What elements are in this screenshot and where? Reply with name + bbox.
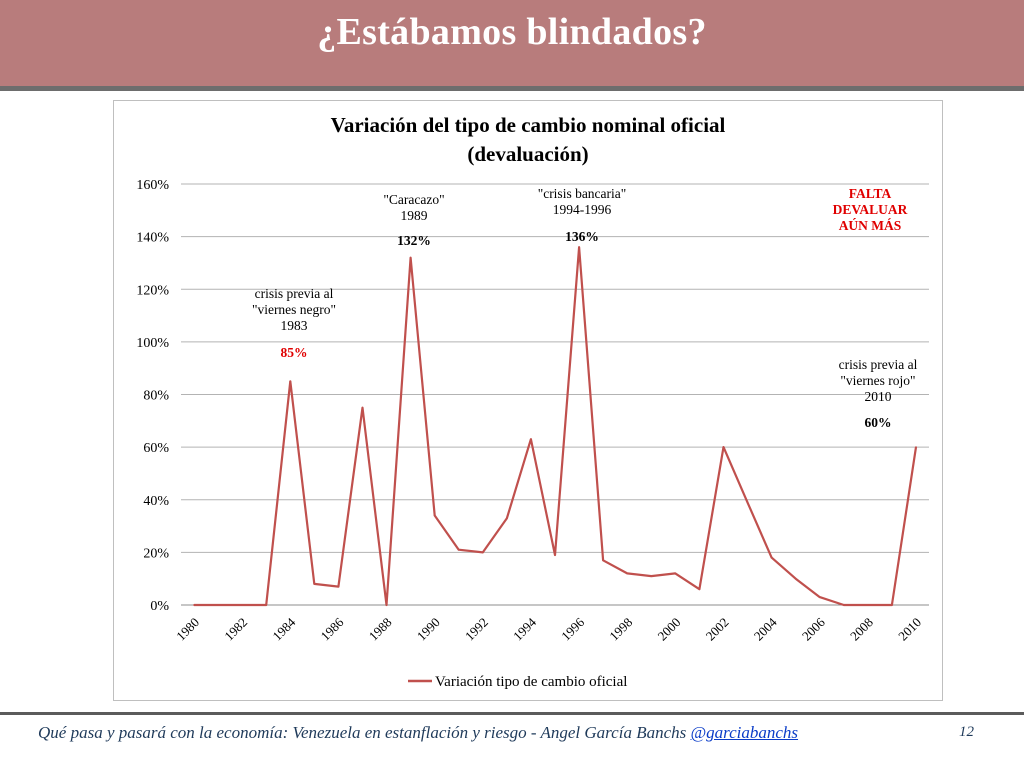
data-point	[794, 577, 797, 580]
annotation-label: 1989	[401, 208, 428, 223]
annotation-value: 136%	[565, 229, 599, 244]
footer-handle-link[interactable]: @garciabanchs	[690, 723, 799, 742]
x-tick-label: 1990	[414, 615, 443, 644]
annotation-label: crisis previa al	[255, 286, 334, 301]
line-chart: Variación del tipo de cambio nominal ofi…	[136, 113, 929, 690]
annotation-label: crisis previa al	[839, 357, 918, 372]
annotation-value: 60%	[865, 415, 892, 430]
annotation-value: 85%	[281, 345, 308, 360]
footer-text: Qué pasa y pasará con la economía: Venez…	[38, 723, 691, 742]
x-tick-label: 2006	[799, 614, 828, 643]
footer: Qué pasa y pasará con la economía: Venez…	[38, 723, 798, 743]
data-point	[505, 517, 508, 520]
annotation-label: DEVALUAR	[833, 202, 908, 217]
x-tick-label: 1994	[510, 614, 539, 643]
slide-header	[0, 0, 1024, 86]
x-tick-label: 1986	[318, 614, 347, 643]
data-point	[602, 559, 605, 562]
data-point	[698, 588, 701, 591]
y-tick-label: 0%	[150, 599, 169, 614]
data-point	[217, 604, 219, 606]
x-tick-label: 1996	[558, 614, 587, 643]
data-point	[265, 604, 268, 606]
y-tick-label: 40%	[143, 494, 169, 509]
x-tick-label: 1992	[462, 615, 491, 644]
footer-divider	[0, 712, 1024, 715]
y-tick-label: 160%	[136, 178, 169, 193]
annotation-label: AÚN MÁS	[839, 218, 902, 233]
chart-frame: Variación del tipo de cambio nominal ofi…	[113, 100, 943, 701]
y-tick-label: 60%	[143, 441, 169, 456]
data-point	[554, 554, 556, 556]
slide-title: ¿Estábamos blindados?	[317, 11, 707, 53]
annotation-value: 132%	[397, 233, 431, 248]
x-tick-label: 1980	[173, 615, 202, 644]
data-point	[481, 551, 484, 554]
x-tick-label: 1984	[269, 614, 298, 643]
annotation-label: "Caracazo"	[383, 192, 444, 207]
legend-label: Variación tipo de cambio oficial	[435, 674, 627, 690]
data-point	[626, 572, 629, 575]
data-point	[385, 604, 388, 606]
data-point	[578, 246, 580, 249]
data-point	[409, 256, 412, 259]
data-point	[433, 514, 436, 517]
x-tick-label: 2010	[895, 615, 924, 644]
header-divider	[0, 86, 1024, 91]
data-point	[337, 585, 340, 588]
annotation-label: 2010	[865, 389, 892, 404]
annotation-label: 1983	[281, 318, 308, 333]
data-point	[746, 501, 749, 504]
annotation-label: "viernes rojo"	[840, 373, 915, 388]
data-point	[915, 446, 917, 449]
annotation-label: 1994-1996	[553, 202, 612, 217]
data-point	[289, 380, 292, 383]
x-tick-label: 1998	[606, 615, 635, 644]
chart-subtitle: (devaluación)	[467, 142, 588, 166]
data-point	[361, 406, 364, 409]
data-point	[674, 572, 677, 575]
data-point	[193, 604, 195, 606]
annotation-label: "crisis bancaria"	[538, 186, 627, 201]
data-point	[722, 446, 725, 449]
data-point	[842, 604, 845, 606]
x-tick-label: 2000	[654, 615, 683, 644]
x-tick-label: 2002	[703, 615, 732, 644]
x-tick-label: 1988	[366, 615, 395, 644]
data-point	[770, 556, 773, 559]
y-tick-label: 20%	[143, 546, 169, 561]
data-point	[530, 438, 532, 441]
y-tick-label: 80%	[143, 389, 169, 404]
x-tick-label: 2004	[751, 614, 780, 643]
data-point	[818, 596, 821, 599]
page-number: 12	[959, 724, 974, 740]
y-tick-label: 140%	[136, 231, 169, 246]
data-point	[891, 604, 893, 606]
data-point	[866, 604, 869, 606]
x-tick-label: 1982	[221, 615, 250, 644]
data-point	[313, 583, 316, 585]
data-point	[241, 604, 244, 606]
y-tick-label: 120%	[136, 283, 169, 298]
data-point	[650, 575, 653, 577]
x-tick-label: 2008	[847, 615, 876, 644]
chart-title: Variación del tipo de cambio nominal ofi…	[331, 113, 726, 137]
data-point	[457, 548, 460, 551]
y-tick-label: 100%	[136, 336, 169, 351]
annotation-label: FALTA	[849, 186, 892, 201]
annotation-label: "viernes negro"	[252, 302, 336, 317]
